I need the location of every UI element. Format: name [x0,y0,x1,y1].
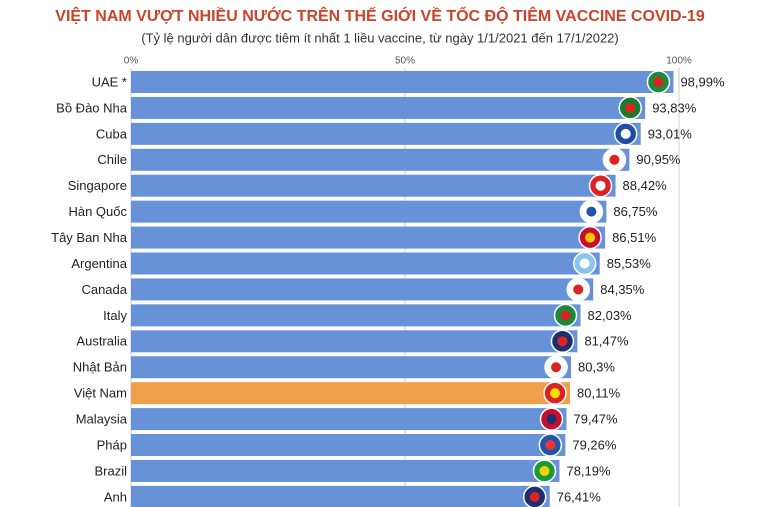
y-tick-label: Canada [81,282,127,297]
value-label: 90,95% [636,152,681,167]
flag-detail [579,258,590,269]
y-tick-label: Chile [97,152,127,167]
value-label: 88,42% [623,178,668,193]
bar [131,434,566,457]
flag-detail [539,465,550,476]
bar [131,148,630,171]
y-tick-label: Singapore [68,178,127,193]
y-tick-label: Anh [104,489,127,504]
bar [131,485,550,507]
bar [131,71,674,93]
bar [131,278,594,301]
bar [131,122,641,145]
chart-title: VIỆT NAM VƯỢT NHIỀU NƯỚC TRÊN THẾ GIỚI V… [55,5,705,25]
y-tick-label: UAE * [92,74,127,89]
value-label: 80,11% [577,386,621,401]
y-tick-label: Australia [76,334,127,349]
value-label: 84,35% [600,282,645,297]
bar [131,252,600,275]
flag-detail [573,284,584,295]
bar [131,200,607,223]
flag-detail [586,206,597,217]
y-tick-label: Pháp [97,437,127,452]
flag-detail [557,336,568,347]
value-label: 78,19% [566,463,611,478]
value-label: 80,3% [578,360,615,375]
bar [131,330,578,353]
bar [131,96,646,119]
y-tick-label: Hàn Quốc [68,204,127,219]
value-label: 76,41% [557,489,602,504]
value-label: 79,26% [572,437,617,452]
flag-detail [550,388,561,399]
value-label: 93,01% [648,126,693,141]
x-tick-label: 50% [395,56,415,67]
value-label: 81,47% [584,334,629,349]
y-tick-label: Việt Nam [74,386,127,401]
y-tick-label: Italy [103,308,127,323]
flag-detail [546,414,557,425]
flag-detail [625,102,636,113]
y-tick-label: Brazil [94,463,127,478]
chart-subtitle: (Tỷ lệ người dân được tiêm ít nhất 1 liề… [141,30,619,45]
x-tick-label: 100% [666,56,692,67]
flag-detail [653,77,664,87]
value-label: 86,51% [612,230,657,245]
value-label: 86,75% [613,204,658,219]
y-tick-label: Malaysia [76,412,128,427]
value-label: 93,83% [652,100,697,115]
x-tick-label: 0% [124,56,139,67]
bar [131,174,616,197]
y-tick-label: Bồ Đào Nha [56,100,128,115]
flag-detail [551,362,562,373]
bar [131,304,581,327]
bar [131,356,572,379]
flag-detail [529,491,540,502]
flag-detail [620,128,631,139]
flag-detail [560,310,571,321]
flag-detail [609,154,620,165]
flag-detail [595,180,606,191]
flag-detail [545,440,556,451]
bar [131,226,606,249]
y-tick-label: Nhật Bản [73,360,127,375]
y-tick-label: Cuba [96,126,128,141]
value-label: 79,47% [573,412,618,427]
bar [131,408,567,431]
y-tick-label: Argentina [71,256,127,271]
flag-detail [585,232,596,243]
value-label: 82,03% [588,308,633,323]
value-label: 98,99% [680,74,725,89]
bar [131,459,560,482]
value-label: 85,53% [607,256,652,271]
bar [131,382,571,405]
y-tick-label: Tây Ban Nha [51,230,128,245]
